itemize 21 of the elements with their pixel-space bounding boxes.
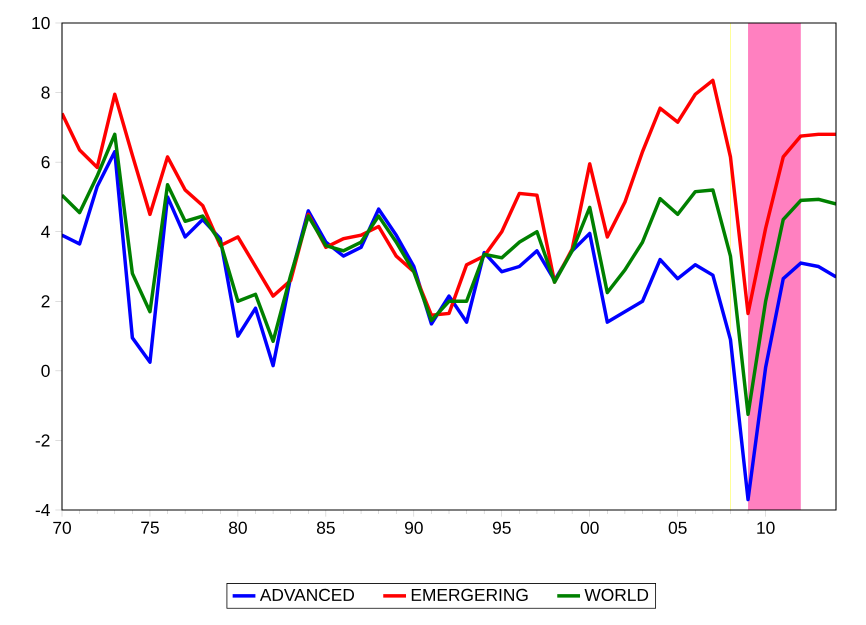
y-tick-label: 4 <box>41 226 50 238</box>
y-tick-label: -2 <box>36 434 50 446</box>
x-tick-label: 95 <box>492 522 511 534</box>
y-tick-label: 0 <box>41 364 50 377</box>
line-series <box>62 132 836 416</box>
x-tick-label: 05 <box>668 522 687 534</box>
legend-label: WORLD <box>584 588 648 602</box>
x-tick-label: 10 <box>757 522 775 534</box>
y-tick-label: 2 <box>42 295 50 308</box>
y-tick-label: 10 <box>32 16 50 30</box>
y-tick-label: 6 <box>42 156 50 168</box>
legend-label: EMERGERING <box>412 588 528 602</box>
x-tick-label: 90 <box>404 522 423 534</box>
x-tick-label: 85 <box>316 522 335 534</box>
y-tick-label: -4 <box>36 504 50 516</box>
x-tick-label: 00 <box>580 522 599 534</box>
x-tick-label: 75 <box>141 522 159 534</box>
y-tick-label: 8 <box>41 86 50 99</box>
legend-label: ADVANCED <box>260 588 354 602</box>
x-tick-label: 80 <box>229 522 247 534</box>
x-tick-label: 70 <box>53 522 71 534</box>
